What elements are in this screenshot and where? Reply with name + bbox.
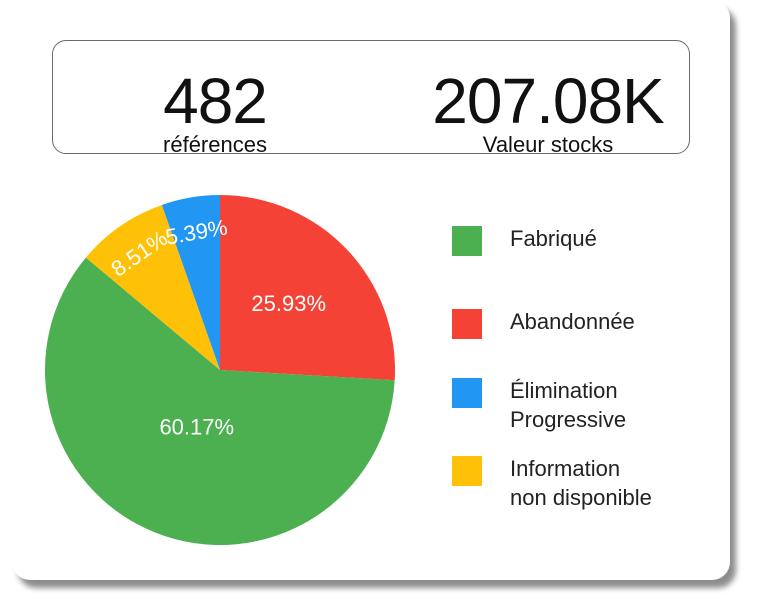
pie-slice-3 [85, 204, 220, 370]
legend-label-abandonnee: Abandonnée [510, 309, 635, 334]
legend-swatch-information [452, 456, 482, 486]
pie-slice-label-2: 60.17% [159, 414, 234, 439]
kpi-references: 482 références [125, 69, 305, 157]
pie-slice-4 [161, 195, 220, 370]
kpi-stock-value: 207.08K Valeur stocks [413, 69, 683, 157]
legend-label-fabrique: Fabriqué [510, 226, 597, 251]
legend-swatch-fabrique [452, 226, 482, 256]
pie-slice-label-1: 25.93% [251, 291, 326, 316]
pie-slice-2 [45, 257, 395, 545]
kpi-references-label: références [163, 132, 267, 157]
kpi-stock-value-number: 207.08K [432, 65, 664, 137]
legend-item-fabrique: Fabriqué [452, 224, 597, 256]
legend-item-abandonnee: Abandonnée [452, 307, 635, 339]
legend-item-elimination: Élimination Progressive [452, 376, 626, 434]
legend-swatch-abandonnee [452, 309, 482, 339]
legend-label-elimination: Élimination Progressive [510, 378, 627, 432]
legend-swatch-elimination [452, 378, 482, 408]
pie-chart: 25.93%60.17%8.51%5.39% [45, 195, 395, 545]
legend-item-information: Information non disponible [452, 454, 652, 512]
kpi-references-value: 482 [163, 65, 268, 137]
legend-label-information: Information non disponible [510, 456, 652, 510]
pie-slice-1 [220, 195, 395, 381]
kpi-stock-value-label: Valeur stocks [482, 132, 614, 157]
kpi-panel: 482 références 207.08K Valeur stocks [52, 40, 690, 157]
